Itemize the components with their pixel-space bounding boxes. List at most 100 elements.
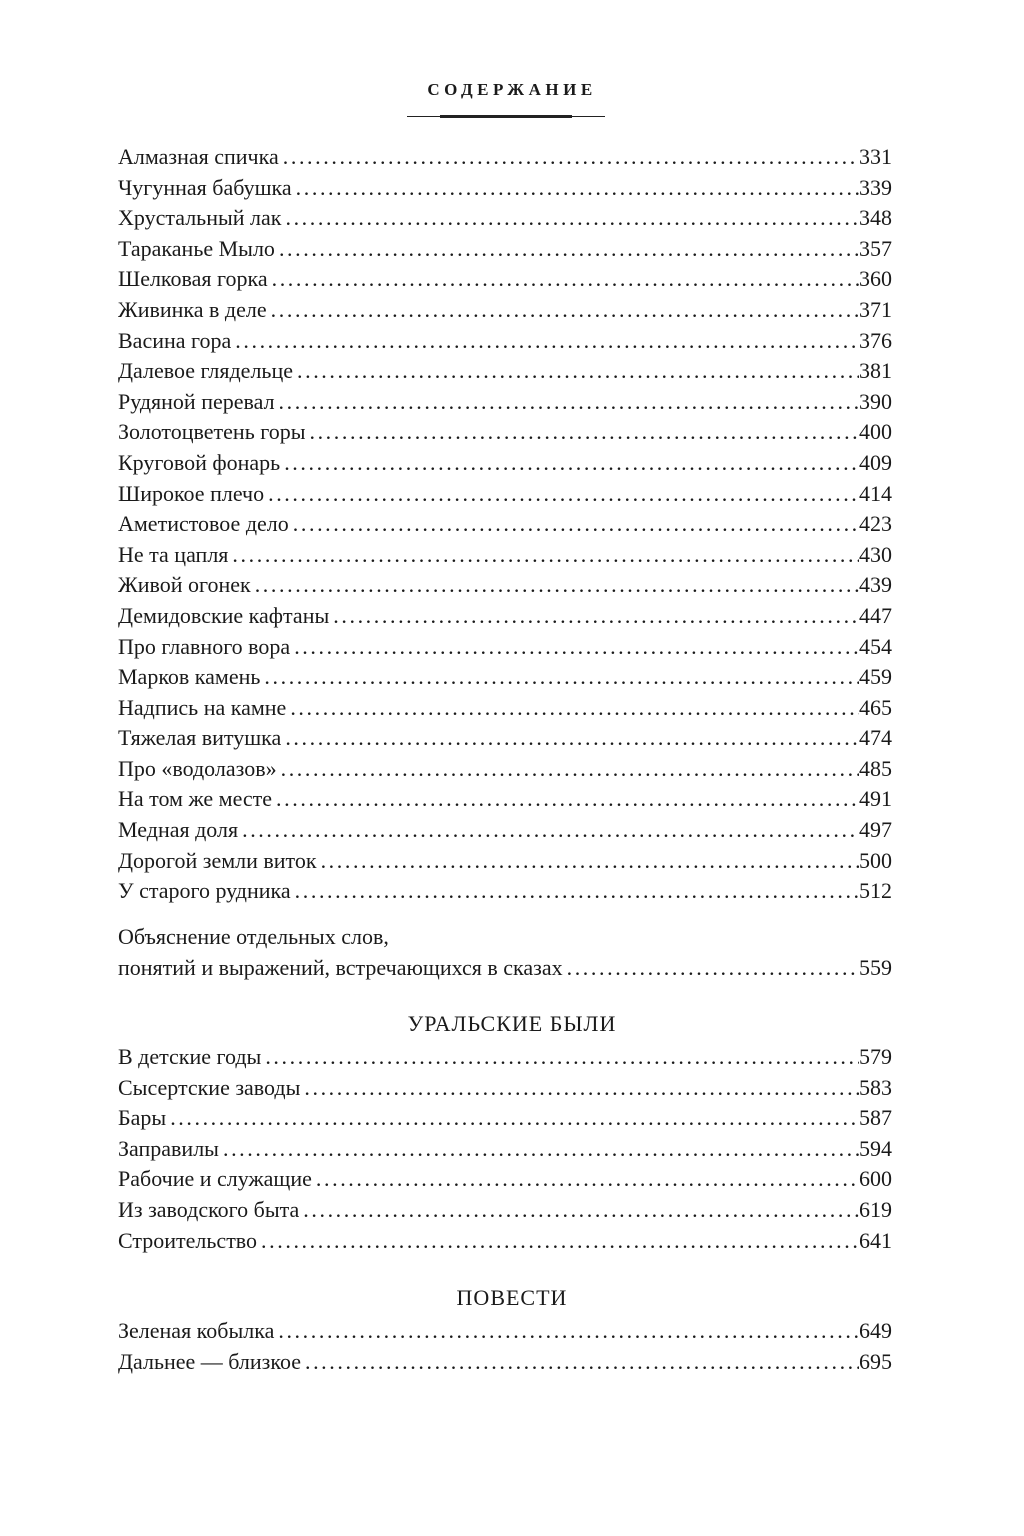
dot-leader [170,1103,859,1134]
entry-page: 500 [859,845,892,877]
entry-page: 339 [859,172,892,204]
entry-title: Рудяной перевал [118,386,279,418]
entry-title: Васина гора [118,325,236,357]
toc-entry: Шелковая горка 360 [118,264,892,295]
toc-entry: У старого рудника 512 [118,876,892,907]
entry-page: 491 [859,784,892,816]
dot-leader [271,295,859,326]
entry-title: У старого рудника [118,876,295,907]
glossary-page: 559 [859,952,892,984]
dot-leader [297,356,859,387]
toc-entry: Тяжелая витушка 474 [118,723,892,754]
toc-list-uralskie-byli: В детские годы579Сысертские заводы583Бар… [118,1042,892,1257]
entry-page: 360 [859,264,892,295]
dot-leader [279,234,859,265]
glossary-line-2: понятий и выражений, встречающихся в ска… [118,952,567,984]
dot-leader [242,815,859,846]
entry-title: Демидовские кафтаны [118,600,334,632]
entry-page: 594 [859,1133,892,1165]
toc-entry: Не та цапля 430 [118,539,892,571]
dot-leader [265,1042,859,1073]
dot-leader [278,1316,859,1347]
toc-entry: Далевое глядельце 381 [118,356,892,387]
entry-page: 695 [859,1346,892,1378]
dot-leader [303,1195,859,1226]
dot-leader [305,1347,859,1378]
glossary-line-1: Объяснение отдельных слов, [118,924,389,949]
toc-entry: Золотоцветень горы 400 [118,417,892,448]
dot-leader [296,173,859,204]
entry-title: Надпись на камне [118,692,291,724]
toc-entry: Марков камень 459 [118,662,892,693]
entry-title: Шелковая горка [118,264,272,295]
entry-title: Чугунная бабушка [118,172,296,204]
toc-entry: Чугунная бабушка 339 [118,172,892,204]
dot-leader [276,784,859,815]
dot-leader [295,876,859,907]
title-divider-accent [440,115,572,118]
entry-title: Марков камень [118,662,265,693]
entry-title: Круговой фонарь [118,447,285,479]
dot-leader [316,1164,859,1195]
entry-title: Рабочие и служащие [118,1164,316,1195]
entry-page: 376 [859,325,892,357]
entry-page: 414 [859,478,892,510]
dot-leader [255,570,859,601]
entry-page: 371 [859,294,892,326]
entry-title: Живинка в деле [118,294,271,326]
entry-page: 439 [859,570,892,601]
entry-title: Про главного вора [118,631,295,663]
dot-leader [304,1073,859,1104]
entry-page: 583 [859,1072,892,1104]
toc-entry: Зеленая кобылка 649 [118,1316,892,1347]
dot-leader [281,754,859,785]
toc-entry: Круговой фонарь 409 [118,447,892,479]
page-title: СОДЕРЖАНИЕ [427,80,597,99]
entry-page: 587 [859,1103,892,1134]
dot-leader [309,417,859,448]
toc-entry: Аметистовое дело 423 [118,509,892,540]
entry-page: 357 [859,233,892,265]
toc-entry: Алмазная спичка 331 [118,142,892,173]
toc-list-povesti: Зеленая кобылка 649 Дальнее — близкое 695 [118,1316,892,1378]
toc-entry: Рудяной перевал 390 [118,386,892,418]
toc-entry: Сысертские заводы 583 [118,1072,892,1104]
entry-page: 619 [859,1194,892,1226]
toc-entry: Про главного вора 454 [118,631,892,663]
entry-page: 331 [859,142,892,173]
entry-page: 474 [859,723,892,754]
toc-entry: Васина гора 376 [118,325,892,357]
toc-entry: Медная доля 497 [118,815,892,846]
entry-page: 485 [859,753,892,785]
section-heading-povesti: ПОВЕСТИ [456,1285,568,1310]
entry-page: 600 [859,1164,892,1195]
entry-title: Алмазная спичка [118,142,283,173]
entry-page: 381 [859,356,892,387]
entry-title: Про «водолазов» [118,753,281,785]
entry-page: 459 [859,662,892,693]
entry-title: Заправилы [118,1133,223,1165]
entry-page: 497 [859,815,892,846]
entry-page: 454 [859,631,892,663]
toc-entry: Строительство 641 [118,1225,892,1257]
entry-title: Живой огонек [118,570,255,601]
entry-title: Аметистовое дело [118,509,293,540]
dot-leader [284,448,859,479]
dot-leader [285,203,859,234]
entry-page: 348 [859,203,892,234]
entry-page: 409 [859,447,892,479]
dot-leader [264,662,859,693]
dot-leader [293,509,859,540]
dot-leader [333,601,859,632]
entry-title: Тараканье Мыло [118,233,279,265]
toc-glossary-entry: Объяснение отдельных слов, понятий и выр… [118,922,892,984]
entry-page: 390 [859,386,892,418]
toc-entry: Живой огонек 439 [118,570,892,601]
entry-title: Не та цапля [118,539,233,571]
dot-leader [567,953,859,984]
toc-entry: Демидовские кафтаны 447 [118,600,892,632]
entry-page: 579 [859,1042,892,1073]
dot-leader [261,1226,859,1257]
section-heading-uralskie-byli: УРАЛЬСКИЕ БЫЛИ [407,1011,617,1036]
dot-leader [235,326,859,357]
